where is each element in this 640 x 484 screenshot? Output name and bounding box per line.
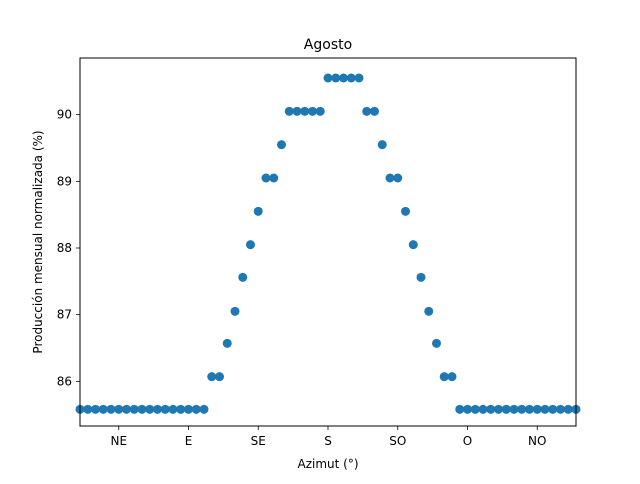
data-point (176, 404, 186, 414)
data-point (455, 404, 465, 414)
data-point (501, 404, 511, 414)
data-point (323, 73, 333, 83)
chart-title: Agosto (304, 37, 352, 53)
data-point (416, 272, 426, 282)
data-point (308, 106, 317, 116)
data-point (370, 106, 379, 116)
data-point (91, 404, 100, 414)
data-point (230, 306, 240, 316)
data-point (540, 404, 550, 414)
data-point (486, 404, 496, 414)
data-point (377, 140, 387, 150)
data-point (145, 404, 155, 414)
x-tick-label: E (185, 434, 193, 448)
data-point (315, 106, 325, 116)
x-tick-label: O (463, 434, 472, 448)
data-point (222, 338, 232, 348)
data-point (269, 173, 279, 183)
x-tick-label: SE (251, 434, 266, 448)
data-point (129, 404, 139, 414)
y-axis-label: Producción mensual normalizada (%) (31, 130, 45, 353)
x-tick-label: S (324, 434, 332, 448)
data-point (447, 372, 457, 382)
data-point (277, 140, 286, 150)
x-tick-label: SO (389, 434, 406, 448)
data-points (75, 73, 581, 414)
data-point (532, 404, 542, 414)
data-point (408, 240, 418, 250)
data-point (137, 404, 147, 414)
data-point (246, 240, 255, 250)
data-point (432, 338, 441, 348)
data-point (478, 404, 488, 414)
y-tick-label: 86 (57, 374, 72, 388)
data-point (401, 206, 410, 216)
data-point (517, 404, 527, 414)
x-axis-label: Azimut (°) (297, 457, 358, 471)
data-point (184, 404, 193, 414)
y-tick-label: 88 (57, 241, 72, 255)
data-point (253, 206, 263, 216)
data-point (114, 404, 124, 414)
x-axis: NE E SE S SO O NO (110, 426, 546, 448)
data-point (261, 173, 271, 183)
data-point (284, 106, 294, 116)
data-point (331, 73, 341, 83)
data-point (300, 106, 310, 116)
data-point (424, 306, 434, 316)
data-point (470, 404, 480, 414)
data-point (122, 404, 131, 414)
x-tick-label: NE (110, 434, 127, 448)
y-tick-label: 87 (57, 308, 72, 322)
data-point (525, 404, 534, 414)
data-point (160, 404, 170, 414)
data-point (362, 106, 372, 116)
data-point (153, 404, 162, 414)
data-point (509, 404, 519, 414)
data-point (238, 272, 248, 282)
y-axis: 86 87 88 89 90 (57, 108, 80, 388)
data-point (199, 404, 209, 414)
data-point (207, 372, 217, 382)
data-point (339, 73, 348, 83)
data-point (191, 404, 201, 414)
data-point (548, 404, 558, 414)
data-point (106, 404, 116, 414)
data-point (354, 73, 364, 83)
data-point (385, 173, 395, 183)
data-point (98, 404, 108, 414)
data-point (168, 404, 178, 414)
data-point (393, 173, 403, 183)
data-point (292, 106, 302, 116)
data-point (463, 404, 472, 414)
data-point (346, 73, 356, 83)
y-tick-label: 89 (57, 174, 72, 188)
data-point (83, 404, 93, 414)
plot-frame (79, 57, 577, 427)
data-point (494, 404, 503, 414)
y-tick-label: 90 (57, 108, 72, 122)
data-point (439, 372, 449, 382)
data-point (215, 372, 224, 382)
x-tick-label: NO (528, 434, 546, 448)
data-point (563, 404, 573, 414)
data-point (556, 404, 565, 414)
